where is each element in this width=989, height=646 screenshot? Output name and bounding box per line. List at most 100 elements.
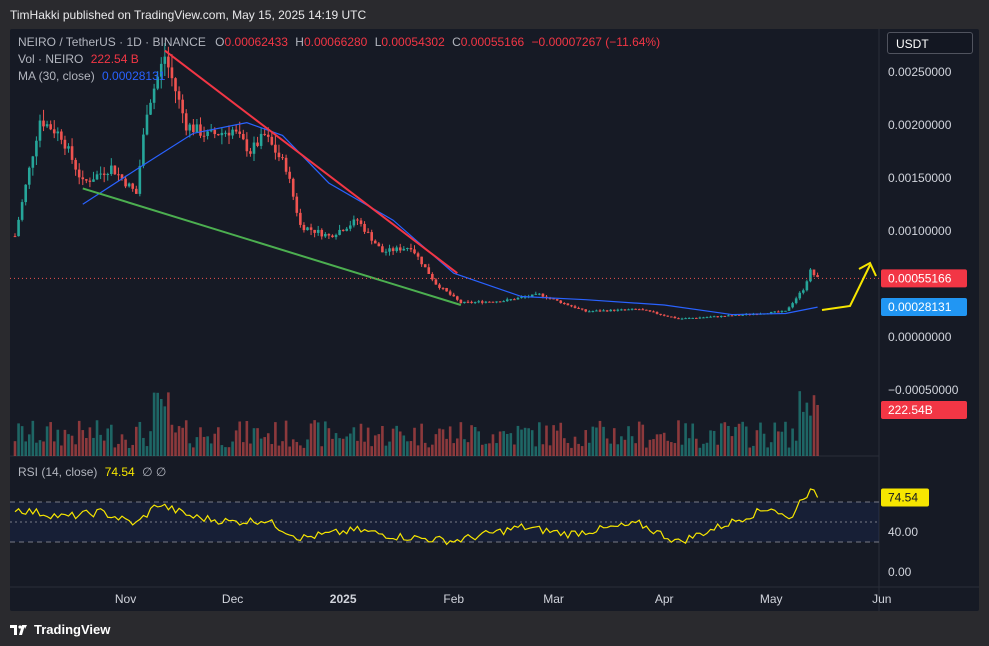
volume-bar <box>794 440 798 456</box>
candle-body <box>249 151 252 154</box>
candle-body <box>106 173 110 175</box>
candle-body <box>623 309 627 311</box>
candle-body <box>124 178 127 187</box>
candle-body <box>434 279 438 285</box>
volume-label[interactable]: Vol · NEIRO <box>18 52 84 66</box>
volume-bar <box>702 443 705 456</box>
candle-body <box>488 301 491 303</box>
volume-bar <box>366 427 370 456</box>
volume-bar <box>256 428 259 456</box>
publisher-line: TimHakki published on TradingView.com, M… <box>10 8 367 22</box>
candle-body <box>587 311 591 313</box>
ma-line <box>82 122 818 316</box>
volume-bar <box>627 426 630 456</box>
candle-body <box>81 177 85 180</box>
ma-label[interactable]: MA (30, close) <box>18 69 95 83</box>
candle-body <box>630 308 634 310</box>
volume-bar <box>252 428 256 456</box>
volume-bar <box>812 395 816 456</box>
candle-body <box>534 293 538 295</box>
candle-body <box>402 248 406 251</box>
candle-body <box>366 231 370 233</box>
volume-bar <box>634 443 637 456</box>
volume-bar <box>694 438 698 456</box>
candle-body <box>174 78 177 92</box>
candle-body <box>56 131 60 134</box>
volume-bar <box>106 428 110 456</box>
candle-body <box>359 220 363 224</box>
candle-body <box>570 305 573 307</box>
volume-bar <box>780 431 784 456</box>
rsi-value: 74.54 <box>104 465 135 479</box>
candle-body <box>302 224 306 231</box>
volume-bar <box>170 424 174 456</box>
volume-bar <box>320 446 324 456</box>
candle-body <box>110 165 113 174</box>
volume-bar <box>591 426 595 456</box>
volume-bar <box>509 433 513 456</box>
volume-bar <box>530 430 534 456</box>
candle-body <box>670 316 673 318</box>
volume-bar <box>570 447 573 456</box>
high-value: 0.00066280 <box>303 35 368 49</box>
volume-bar <box>356 440 359 456</box>
volume-bar <box>563 438 566 456</box>
candle-body <box>559 300 563 304</box>
volume-bar <box>648 439 652 456</box>
volume-bar <box>488 443 491 456</box>
candle-body <box>727 315 730 317</box>
close-value: 0.00055166 <box>460 35 525 49</box>
volume-bar <box>773 422 777 456</box>
volume-bar <box>473 426 477 456</box>
volume-bar <box>102 440 106 456</box>
candle-body <box>35 140 38 157</box>
candle-body <box>13 236 17 238</box>
volume-bar <box>63 429 67 456</box>
x-tick-label: Feb <box>443 592 464 606</box>
volume-bar <box>762 433 766 456</box>
high-label: H <box>295 35 304 49</box>
candle-body <box>734 314 737 316</box>
candle-body <box>27 167 31 185</box>
candle-body <box>252 142 256 154</box>
y-tick-label: 0.00200000 <box>888 118 952 132</box>
currency-selector[interactable]: USDT <box>887 32 973 54</box>
chart-canvas[interactable]: 0.00250000 0.00200000 0.00150000 0.00100000… <box>10 29 979 611</box>
volume-bar <box>652 439 655 456</box>
symbol-label[interactable]: NEIRO / TetherUS · 1D · BINANCE <box>18 35 206 49</box>
candle-body <box>373 240 377 244</box>
candle-body <box>680 318 684 320</box>
volume-bar <box>816 404 819 456</box>
candle-body <box>495 301 498 303</box>
tradingview-brand[interactable]: TradingView <box>10 622 110 637</box>
candle-body <box>127 183 131 187</box>
ma-price-label-bg <box>881 297 967 316</box>
volume-bar <box>495 443 498 456</box>
candle-body <box>609 309 612 312</box>
rsi-label[interactable]: RSI (14, close) <box>18 465 98 479</box>
volume-axis-label-bg <box>881 401 967 419</box>
candle-body <box>398 247 402 251</box>
candle-body <box>431 273 434 280</box>
candle-body <box>184 113 188 131</box>
candle-body <box>634 308 637 310</box>
candle-body <box>45 124 49 127</box>
candle-body <box>395 247 398 252</box>
candle-body <box>92 179 95 182</box>
chart-frame[interactable]: 0.00250000 0.00200000 0.00150000 0.00100000… <box>10 29 979 611</box>
volume-bar <box>363 441 366 456</box>
candle-body <box>266 134 270 137</box>
volume-bar <box>234 430 238 456</box>
volume-bar <box>712 430 716 456</box>
candle-body <box>541 293 545 297</box>
candle-body <box>498 301 502 303</box>
volume-bar <box>516 425 520 456</box>
volume-bar <box>202 436 206 456</box>
candle-body <box>324 233 327 237</box>
volume-bar <box>60 445 63 456</box>
change-value: −0.00007267 (−11.64%) <box>531 35 661 49</box>
candle-body <box>641 309 645 311</box>
candle-body <box>698 317 702 319</box>
candle-body <box>802 290 805 293</box>
volume-bar <box>195 437 199 456</box>
